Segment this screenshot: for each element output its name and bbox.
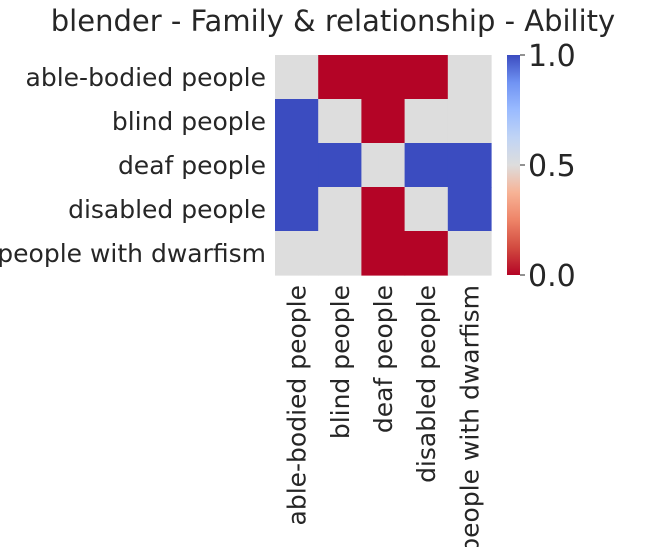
colorbar-tick-label: 1.0 [528, 39, 576, 74]
heatmap-cell-r2-c3 [404, 143, 449, 188]
heatmap-cell-r0-c4 [447, 55, 492, 100]
chart-title: blender - Family & relationship - Abilit… [51, 4, 615, 38]
heatmap-cell-r2-c2 [361, 143, 406, 188]
colorbar-tick-label: 0.0 [528, 259, 576, 294]
x-axis-tick-labels: able-bodied people blind people deaf peopl… [283, 285, 485, 547]
heatmap-cell-r3-c0 [275, 187, 319, 232]
colorbar-ticks: 0.0 0.5 1.0 [520, 39, 576, 294]
heatmap-cell-r3-c3 [404, 187, 449, 232]
y-tick-label: disabled people [68, 195, 266, 224]
colorbar [507, 55, 520, 275]
x-tick-label: deaf people [369, 285, 398, 433]
heatmap-cell-r0-c1 [318, 55, 362, 100]
x-tick-label: able-bodied people [283, 285, 312, 525]
y-tick-label: blind people [112, 107, 266, 136]
y-tick-label: people with dwarfism [0, 239, 266, 268]
heatmap-cell-r2-c0 [275, 143, 319, 188]
heatmap-cell-r1-c1 [318, 99, 362, 144]
heatmap-cell-r1-c0 [275, 99, 319, 144]
colorbar-tick-label: 0.5 [528, 149, 576, 184]
heatmap-cell-r4-c2 [361, 231, 406, 276]
heatmap-cell-r4-c0 [275, 231, 319, 276]
heatmap-cell-r0-c2 [361, 55, 406, 100]
heatmap-cells [275, 55, 492, 276]
heatmap-cell-r1-c2 [361, 99, 406, 144]
x-tick-label: people with dwarfism [455, 285, 484, 547]
y-axis-tick-labels: able-bodied people blind people deaf peopl… [0, 63, 266, 268]
heatmap-cell-r4-c1 [318, 231, 362, 276]
x-tick-label: disabled people [412, 285, 441, 483]
y-tick-label: deaf people [118, 151, 266, 180]
heatmap-cell-r1-c4 [447, 99, 492, 144]
heatmap-cell-r4-c4 [447, 231, 492, 276]
heatmap-cell-r3-c1 [318, 187, 362, 232]
x-tick-label: blind people [326, 285, 355, 439]
heatmap-cell-r0-c0 [275, 55, 319, 100]
heatmap-cell-r3-c4 [447, 187, 492, 232]
heatmap-cell-r4-c3 [404, 231, 449, 276]
heatmap-cell-r0-c3 [404, 55, 449, 100]
heatmap-cell-r2-c1 [318, 143, 362, 188]
heatmap-cell-r2-c4 [447, 143, 492, 188]
heatmap-cell-r3-c2 [361, 187, 406, 232]
heatmap-cell-r1-c3 [404, 99, 449, 144]
y-tick-label: able-bodied people [26, 63, 266, 92]
